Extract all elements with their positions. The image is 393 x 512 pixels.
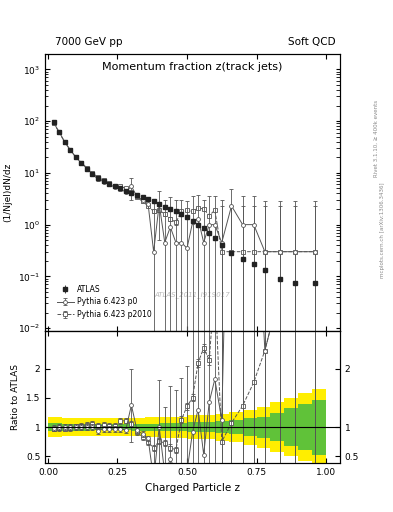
Text: ATLAS_2011_I919017: ATLAS_2011_I919017 <box>155 291 230 298</box>
Y-axis label: Ratio to ATLAS: Ratio to ATLAS <box>11 364 20 430</box>
Text: mcplots.cern.ch [arXiv:1306.3436]: mcplots.cern.ch [arXiv:1306.3436] <box>380 183 385 278</box>
Y-axis label: (1/Njel)dN/dz: (1/Njel)dN/dz <box>4 162 13 222</box>
Legend: ATLAS, Pythia 6.423 p0, Pythia 6.423 p2010: ATLAS, Pythia 6.423 p0, Pythia 6.423 p20… <box>54 282 155 322</box>
Text: Momentum fraction z(track jets): Momentum fraction z(track jets) <box>103 62 283 72</box>
Text: 7000 GeV pp: 7000 GeV pp <box>55 37 123 47</box>
Text: Soft QCD: Soft QCD <box>288 37 336 47</box>
X-axis label: Charged Particle z: Charged Particle z <box>145 483 240 493</box>
Text: Rivet 3.1.10, ≥ 400k events: Rivet 3.1.10, ≥ 400k events <box>374 100 379 177</box>
